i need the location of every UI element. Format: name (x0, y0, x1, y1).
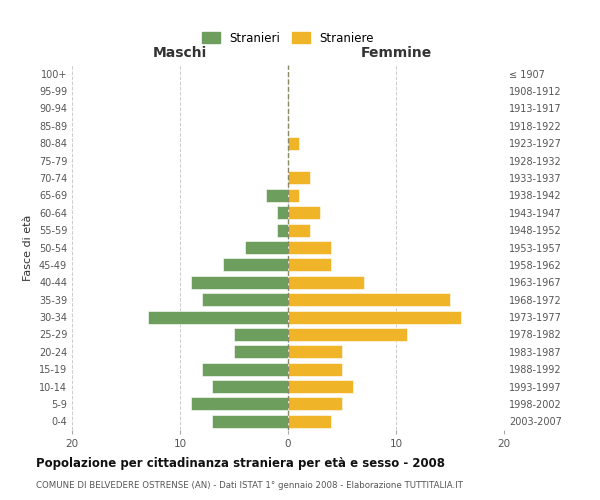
Bar (288, 172, 310, 184)
Bar (288, 415, 331, 428)
Bar (288, 224, 310, 236)
Bar (288, 398, 342, 410)
Bar (191, 276, 288, 289)
Legend: Stranieri, Straniere: Stranieri, Straniere (197, 27, 379, 50)
Bar (288, 276, 364, 289)
Bar (288, 241, 331, 254)
Bar (288, 293, 450, 306)
Bar (277, 206, 288, 220)
Bar (288, 206, 320, 220)
Bar (234, 346, 288, 358)
Bar (148, 310, 288, 324)
Bar (288, 346, 342, 358)
Bar (202, 293, 288, 306)
Bar (223, 258, 288, 272)
Bar (288, 380, 353, 393)
Text: Popolazione per cittadinanza straniera per età e sesso - 2008: Popolazione per cittadinanza straniera p… (36, 458, 445, 470)
Text: COMUNE DI BELVEDERE OSTRENSE (AN) - Dati ISTAT 1° gennaio 2008 - Elaborazione TU: COMUNE DI BELVEDERE OSTRENSE (AN) - Dati… (36, 481, 463, 490)
Y-axis label: Fasce di età: Fasce di età (23, 214, 33, 280)
Bar (288, 258, 331, 272)
Bar (288, 310, 461, 324)
Bar (191, 398, 288, 410)
Text: Maschi: Maschi (153, 46, 207, 60)
Bar (245, 241, 288, 254)
Bar (234, 328, 288, 341)
Text: Femmine: Femmine (361, 46, 431, 60)
Bar (212, 415, 288, 428)
Bar (212, 380, 288, 393)
Bar (202, 362, 288, 376)
Bar (288, 328, 407, 341)
Bar (266, 189, 288, 202)
Bar (288, 362, 342, 376)
Bar (288, 136, 299, 149)
Bar (277, 224, 288, 236)
Bar (288, 189, 299, 202)
